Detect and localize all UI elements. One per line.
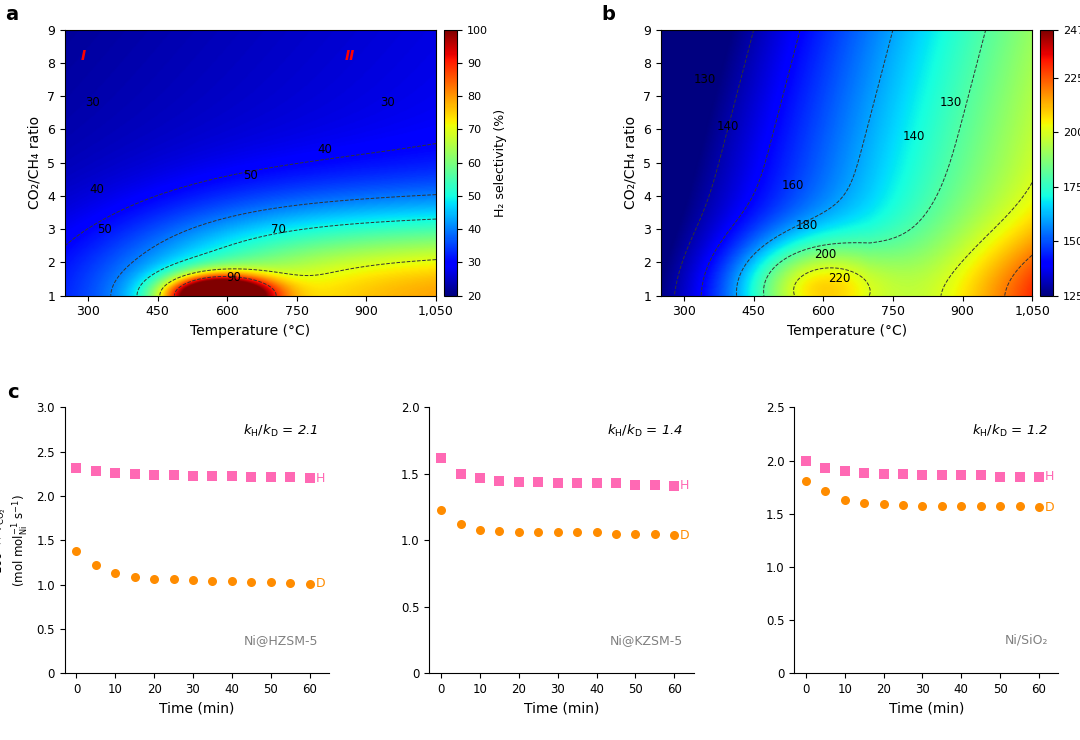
Text: 200: 200 xyxy=(814,248,837,260)
Text: 70: 70 xyxy=(271,223,286,235)
Text: 220: 220 xyxy=(828,272,851,285)
Text: c: c xyxy=(6,383,18,402)
Text: Ni/SiO₂: Ni/SiO₂ xyxy=(1004,633,1048,647)
Text: Ni@HZSM-5: Ni@HZSM-5 xyxy=(244,633,319,647)
Text: 130: 130 xyxy=(940,96,962,110)
Text: 140: 140 xyxy=(903,130,926,143)
Text: 50: 50 xyxy=(243,169,258,183)
Text: $k_\mathrm{H}/k_\mathrm{D}$ = 2.1: $k_\mathrm{H}/k_\mathrm{D}$ = 2.1 xyxy=(243,423,319,440)
Text: b: b xyxy=(602,5,616,24)
Y-axis label: $100\ \times\ r_{\mathregular{CO_2}}$
(mol mol$^{-1}_{\mathregular{Ni}}$ s$^{-1}: $100\ \times\ r_{\mathregular{CO_2}}$ (m… xyxy=(0,494,31,587)
Text: H: H xyxy=(1044,470,1054,483)
Text: H: H xyxy=(680,480,689,492)
X-axis label: Time (min): Time (min) xyxy=(889,702,964,716)
Text: 40: 40 xyxy=(90,183,105,195)
Y-axis label: CO₂/CH₄ ratio: CO₂/CH₄ ratio xyxy=(623,116,637,209)
X-axis label: Temperature (°C): Temperature (°C) xyxy=(786,324,906,338)
Text: 30: 30 xyxy=(380,96,394,110)
Text: 50: 50 xyxy=(97,223,111,235)
Text: H: H xyxy=(315,472,325,485)
X-axis label: Time (min): Time (min) xyxy=(159,702,234,716)
Text: 140: 140 xyxy=(717,120,740,132)
Text: D: D xyxy=(680,528,690,542)
Y-axis label: CO₂/CH₄ ratio: CO₂/CH₄ ratio xyxy=(27,116,41,209)
Text: 180: 180 xyxy=(796,219,819,232)
Y-axis label: H₂ selectivity (%): H₂ selectivity (%) xyxy=(494,109,507,217)
Text: a: a xyxy=(5,5,18,24)
Text: 30: 30 xyxy=(85,96,100,110)
Text: $k_\mathrm{H}/k_\mathrm{D}$ = 1.2: $k_\mathrm{H}/k_\mathrm{D}$ = 1.2 xyxy=(972,423,1048,440)
Text: 160: 160 xyxy=(782,179,805,192)
Text: $k_\mathrm{H}/k_\mathrm{D}$ = 1.4: $k_\mathrm{H}/k_\mathrm{D}$ = 1.4 xyxy=(607,423,684,440)
Text: I: I xyxy=(81,49,86,62)
X-axis label: Time (min): Time (min) xyxy=(524,702,599,716)
Text: 40: 40 xyxy=(318,143,332,156)
Text: 130: 130 xyxy=(694,73,716,86)
Text: D: D xyxy=(315,577,325,591)
Text: Ni@KZSM-5: Ni@KZSM-5 xyxy=(610,633,684,647)
Text: 90: 90 xyxy=(227,271,242,284)
Text: D: D xyxy=(1044,501,1054,514)
X-axis label: Temperature (°C): Temperature (°C) xyxy=(190,324,310,338)
Text: II: II xyxy=(345,49,355,62)
